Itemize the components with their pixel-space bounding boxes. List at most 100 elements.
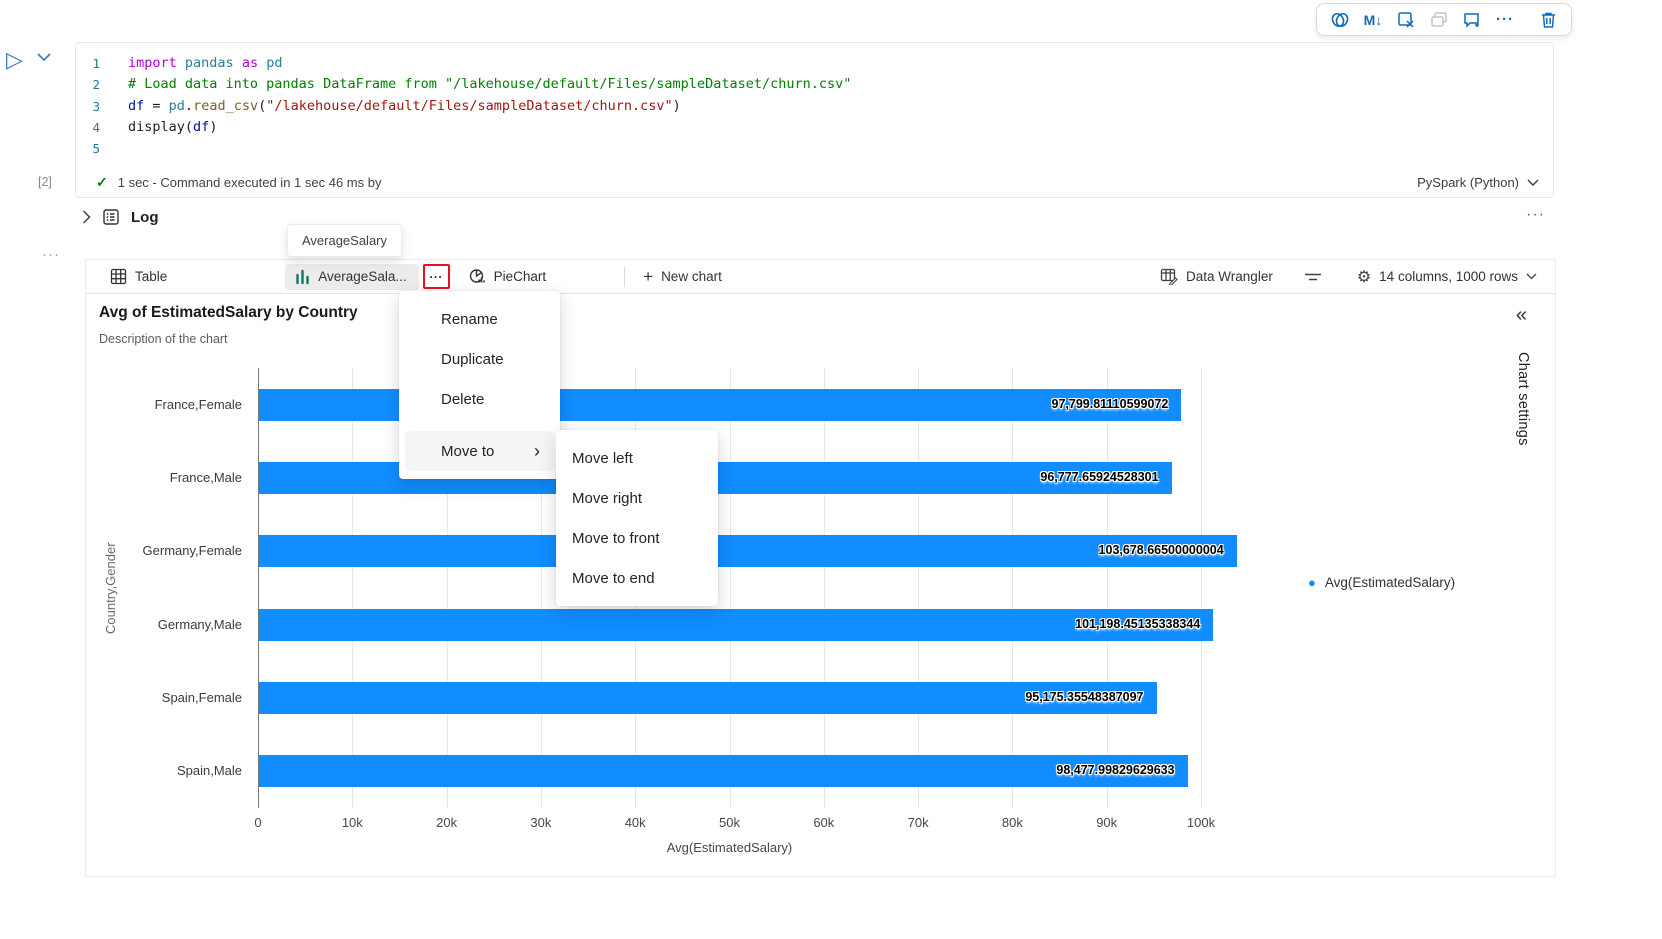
tab-pie-chart[interactable]: PieChart bbox=[468, 268, 547, 286]
data-wrangler-button[interactable]: Data Wrangler bbox=[1160, 268, 1273, 285]
filter-button[interactable] bbox=[1303, 271, 1323, 283]
chevron-right-icon bbox=[82, 210, 91, 224]
copilot-icon bbox=[1330, 11, 1350, 29]
tab-table[interactable]: Table bbox=[110, 268, 167, 285]
tab-average-salary-label: AverageSala... bbox=[318, 269, 407, 284]
tab-pie-chart-label: PieChart bbox=[493, 269, 547, 284]
code-line: 1 import pandas as pd bbox=[76, 53, 1553, 74]
code-token bbox=[177, 53, 185, 74]
legend-label: Avg(EstimatedSalary) bbox=[1324, 575, 1456, 590]
menu-item-delete[interactable]: Delete bbox=[441, 390, 485, 408]
menu-item-move-to-front[interactable]: Move to front bbox=[572, 529, 660, 547]
menu-item-duplicate[interactable]: Duplicate bbox=[441, 350, 504, 368]
submenu-chevron-icon: › bbox=[534, 440, 540, 461]
run-controls: ▷ bbox=[6, 48, 51, 72]
delete-cell-button[interactable] bbox=[1535, 7, 1561, 33]
code-editor[interactable]: 1 import pandas as pd 2 # Load data into pa… bbox=[76, 53, 1553, 159]
trash-icon bbox=[1540, 11, 1557, 29]
log-section-header[interactable]: Log bbox=[82, 208, 159, 226]
execution-count: [2] bbox=[38, 175, 52, 189]
code-token: ) bbox=[672, 97, 681, 114]
kernel-label: PySpark (Python) bbox=[1417, 175, 1519, 190]
code-token: df bbox=[128, 97, 145, 114]
code-token: # Load data into pandas DataFrame from "… bbox=[128, 76, 852, 93]
kernel-selector[interactable]: PySpark (Python) bbox=[1417, 175, 1539, 190]
pie-chart-icon bbox=[468, 268, 486, 286]
add-comment-button[interactable] bbox=[1459, 7, 1485, 33]
more-actions-button[interactable]: ··· bbox=[1492, 7, 1518, 33]
code-token: = bbox=[144, 97, 169, 114]
run-cell-button[interactable]: ▷ bbox=[6, 47, 23, 72]
code-token bbox=[234, 53, 242, 74]
tab-bar-right: Data Wrangler ⚙ 14 columns, 1000 rows bbox=[1160, 267, 1555, 287]
code-line: 5 bbox=[76, 138, 1553, 159]
code-token bbox=[258, 53, 266, 74]
code-token: display bbox=[128, 118, 185, 135]
legend-dot-icon: ● bbox=[1308, 575, 1316, 590]
columns-rows-selector[interactable]: ⚙ 14 columns, 1000 rows bbox=[1357, 267, 1537, 287]
tab-table-label: Table bbox=[135, 269, 168, 284]
new-chart-button[interactable]: + New chart bbox=[643, 266, 722, 286]
tab-tooltip: AverageSalary bbox=[287, 224, 402, 257]
filter-icon bbox=[1303, 271, 1323, 283]
copy-icon bbox=[1430, 11, 1448, 29]
code-token: ( bbox=[184, 118, 194, 135]
chevron-down-icon bbox=[1527, 179, 1539, 187]
execution-status-text: 1 sec - Command executed in 1 sec 46 ms … bbox=[117, 175, 382, 190]
run-options-chevron[interactable] bbox=[37, 53, 51, 62]
chart-title: Avg of EstimatedSalary by Country bbox=[99, 304, 358, 321]
convert-to-markdown-button[interactable]: M↓ bbox=[1360, 7, 1386, 33]
menu-separator bbox=[399, 419, 560, 431]
cell-status-row: ✓ 1 sec - Command executed in 1 sec 46 m… bbox=[76, 174, 1553, 191]
code-token: ) bbox=[209, 118, 218, 135]
code-token: ( bbox=[258, 97, 267, 114]
data-wrangler-label: Data Wrangler bbox=[1186, 269, 1273, 284]
code-token: pd bbox=[168, 97, 185, 114]
log-more-button[interactable]: ··· bbox=[1526, 206, 1545, 223]
code-line: 2 # Load data into pandas DataFrame from … bbox=[76, 74, 1553, 95]
success-check-icon: ✓ bbox=[96, 174, 108, 190]
code-token: "/lakehouse/default/Files/sampleDataset/… bbox=[266, 97, 673, 114]
chevron-down-icon bbox=[1526, 273, 1537, 280]
cell-toolbar: M↓ ··· bbox=[1316, 3, 1572, 36]
more-icon: ··· bbox=[1496, 11, 1514, 28]
tab-average-salary[interactable]: AverageSala... bbox=[285, 263, 419, 290]
line-number: 3 bbox=[92, 98, 100, 114]
columns-rows-label: 14 columns, 1000 rows bbox=[1379, 269, 1518, 284]
menu-item-move-right[interactable]: Move right bbox=[572, 489, 643, 507]
code-token: df bbox=[193, 118, 210, 135]
chart-subtitle: Description of the chart bbox=[99, 332, 228, 346]
plus-icon: + bbox=[643, 266, 654, 286]
table-icon bbox=[110, 268, 127, 285]
gear-icon: ⚙ bbox=[1356, 268, 1372, 286]
menu-item-move-to-end[interactable]: Move to end bbox=[572, 569, 655, 587]
log-icon bbox=[102, 208, 120, 226]
line-number: 4 bbox=[92, 119, 100, 135]
tab-more-icon: ··· bbox=[429, 269, 443, 284]
move-to-label: Move to bbox=[441, 442, 495, 460]
log-label: Log bbox=[131, 208, 159, 226]
gutter-more-button[interactable]: ··· bbox=[42, 246, 60, 263]
chart-tab-context-menu: Rename Duplicate Delete Move to › bbox=[399, 291, 560, 479]
clear-cell-output-button[interactable] bbox=[1393, 7, 1419, 33]
menu-item-move-to[interactable]: Move to › bbox=[405, 431, 554, 471]
code-line: 4 display(df) bbox=[76, 117, 1553, 138]
results-panel: Table AverageSala... ··· PieChart + New bbox=[85, 259, 1556, 877]
code-token: read_csv bbox=[193, 97, 259, 114]
chart-settings-panel-label[interactable]: Chart settings bbox=[1515, 352, 1531, 446]
menu-item-move-left[interactable]: Move left bbox=[572, 449, 633, 467]
menu-item-rename[interactable]: Rename bbox=[441, 310, 498, 328]
chart-tab-more-button[interactable]: ··· bbox=[422, 264, 450, 289]
copy-cell-button[interactable] bbox=[1426, 7, 1452, 33]
markdown-icon: M↓ bbox=[1363, 11, 1383, 28]
copilot-button[interactable] bbox=[1327, 7, 1353, 33]
code-cell: 1 import pandas as pd 2 # Load data into pa… bbox=[75, 42, 1554, 198]
code-token: pandas bbox=[184, 55, 234, 71]
line-number: 5 bbox=[92, 141, 100, 157]
line-number: 1 bbox=[92, 56, 100, 71]
collapse-settings-icon[interactable]: « bbox=[1515, 304, 1527, 326]
bar-chart-icon bbox=[295, 269, 310, 285]
tab-divider bbox=[624, 266, 626, 287]
code-token: import bbox=[128, 55, 177, 71]
